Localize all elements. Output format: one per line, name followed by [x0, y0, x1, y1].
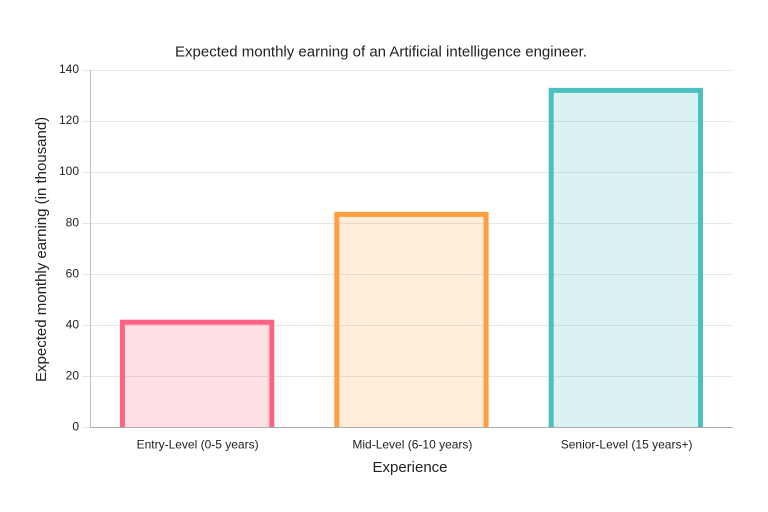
svg-text:Mid-Level (6-10 years): Mid-Level (6-10 years) [352, 438, 472, 452]
svg-text:0: 0 [72, 420, 79, 434]
svg-text:80: 80 [66, 216, 80, 230]
svg-text:20: 20 [66, 369, 80, 383]
svg-text:Entry-Level (0-5 years): Entry-Level (0-5 years) [137, 438, 259, 452]
svg-text:100: 100 [59, 164, 79, 178]
svg-text:Senior-Level (15 years+): Senior-Level (15 years+) [561, 438, 693, 452]
svg-text:Expected monthly earning of an: Expected monthly earning of an Artificia… [175, 44, 587, 61]
svg-text:Experience: Experience [372, 459, 447, 476]
svg-text:40: 40 [66, 318, 80, 332]
svg-text:60: 60 [66, 267, 80, 281]
svg-text:120: 120 [59, 113, 79, 127]
svg-text:140: 140 [59, 62, 79, 76]
svg-text:Expected monthly earning (in t: Expected monthly earning (in thousand) [33, 117, 50, 382]
